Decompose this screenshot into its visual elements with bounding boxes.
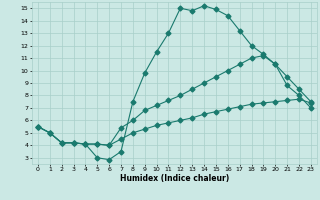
- X-axis label: Humidex (Indice chaleur): Humidex (Indice chaleur): [120, 174, 229, 183]
